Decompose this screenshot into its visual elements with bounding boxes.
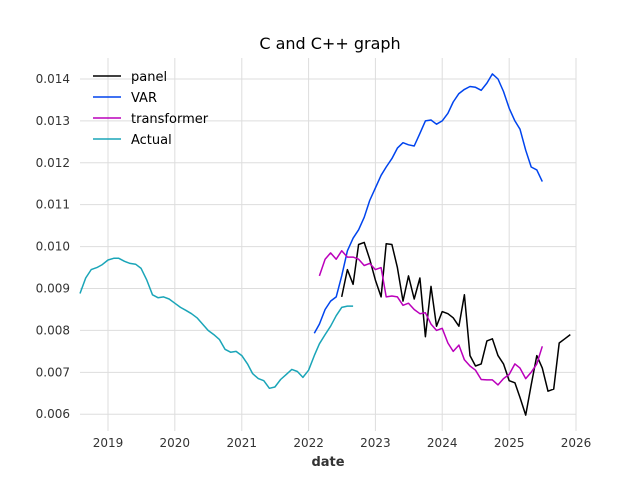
x-axis-title: date — [311, 455, 344, 470]
legend-label: transformer — [131, 112, 209, 127]
y-tick-label: 0.008 — [36, 323, 70, 337]
y-tick-label: 0.009 — [36, 282, 70, 296]
x-tick-label: 2023 — [360, 436, 391, 450]
series-lines — [79, 73, 571, 416]
y-tick-label: 0.010 — [36, 240, 70, 254]
series-line-panel — [340, 241, 571, 416]
legend-label: panel — [131, 70, 167, 85]
series-line-transformer — [318, 250, 544, 386]
legend-label: Actual — [131, 133, 172, 148]
y-tick-label: 0.012 — [36, 156, 70, 170]
x-tick-label: 2021 — [227, 436, 258, 450]
y-tick-label: 0.011 — [36, 198, 70, 212]
y-tick-label: 0.007 — [36, 365, 70, 379]
x-tick-label: 2022 — [293, 436, 324, 450]
series-line-var — [313, 73, 543, 334]
y-tick-label: 0.006 — [36, 407, 70, 421]
y-tick-label: 0.014 — [36, 72, 70, 86]
y-axis-ticks: 0.006 0.007 0.008 0.009 0.010 0.011 0.012 0.013… — [36, 72, 70, 421]
x-tick-label: 2026 — [561, 436, 592, 450]
x-tick-label: 2025 — [494, 436, 525, 450]
x-tick-label: 2020 — [160, 436, 191, 450]
y-tick-label: 0.013 — [36, 114, 70, 128]
legend: panel VAR transformer Actual — [93, 70, 209, 148]
series-line-actual — [79, 257, 354, 390]
chart-title: C and C++ graph — [259, 34, 400, 53]
x-tick-label: 2019 — [93, 436, 124, 450]
legend-label: VAR — [131, 91, 157, 106]
x-axis-ticks: 2019 2020 2021 2022 2023 2024 2025 2026 — [93, 436, 592, 450]
x-tick-label: 2024 — [427, 436, 458, 450]
